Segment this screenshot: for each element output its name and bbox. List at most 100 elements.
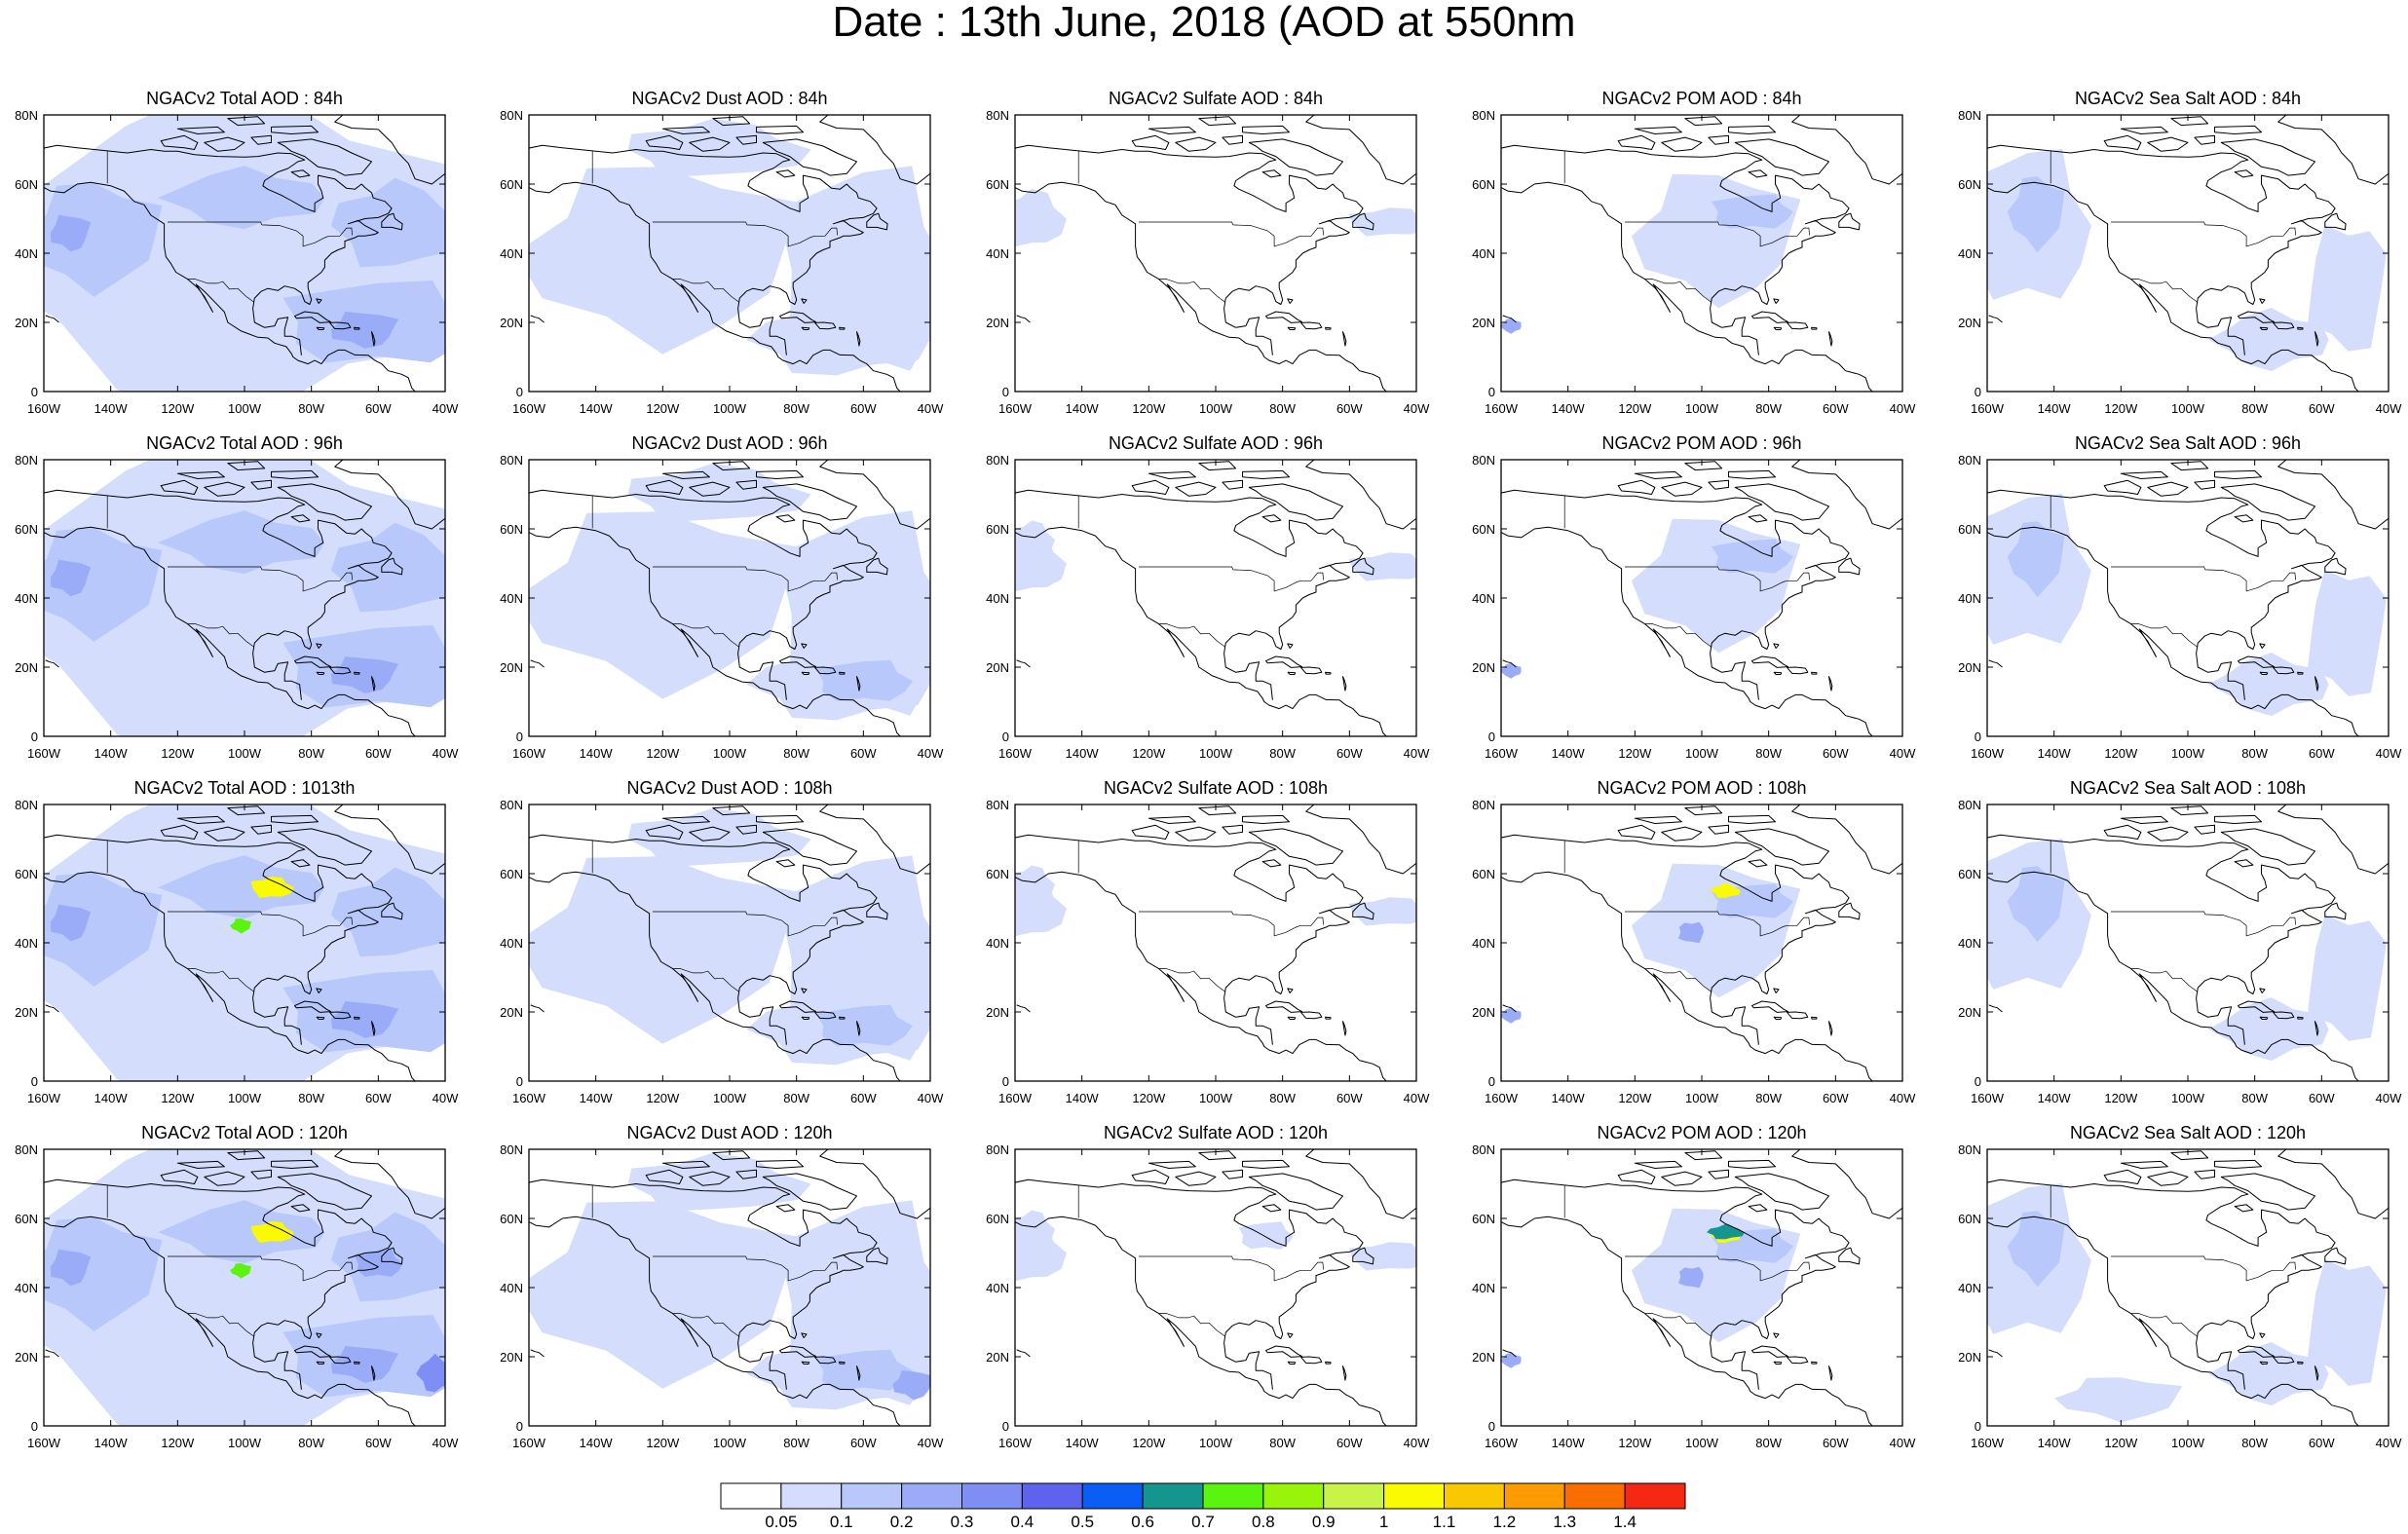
coastline: [1222, 824, 1243, 835]
x-tick-label: 100W: [713, 1436, 747, 1450]
map-plot: 160W 140W 120W 100W 80W 60W 40W 0 20N 40N 60N 80N: [986, 798, 1430, 1105]
x-tick-label: 160W: [998, 746, 1033, 761]
coastline: [856, 676, 861, 692]
x-tick-label: 80W: [783, 1436, 809, 1450]
country-border: [2130, 623, 2198, 648]
coastline: [381, 212, 403, 231]
coastline: [1352, 557, 1374, 576]
coastline: [2324, 212, 2347, 231]
x-tick-label: 80W: [298, 401, 324, 416]
coastline: [1811, 1016, 1818, 1020]
panel-title: NGACv2 POM AOD : 96h: [1601, 433, 1802, 453]
coastline: [774, 804, 832, 805]
aod-contour: [2007, 176, 2065, 253]
country-border: [1625, 221, 1810, 247]
map-panel: NGACv2 Total AOD : 96h 160W 140W 120W 100W 80…: [0, 432, 484, 775]
coastline: [2297, 1361, 2304, 1365]
coastline: [1748, 514, 1768, 523]
x-tick-label: 140W: [580, 1436, 614, 1450]
coastline: [2233, 804, 2290, 805]
country-border: [1644, 1313, 1712, 1337]
x-tick-label: 160W: [998, 401, 1033, 416]
y-tick-label: 60N: [15, 522, 38, 537]
x-tick-label: 140W: [580, 1091, 614, 1105]
x-tick-label: 160W: [998, 1091, 1033, 1105]
y-tick-label: 80N: [500, 453, 523, 468]
aod-contour: [892, 1370, 930, 1401]
coastline: [2297, 671, 2304, 675]
y-tick-label: 20N: [1472, 1350, 1495, 1365]
coastline: [271, 1159, 319, 1169]
y-tick-label: 60N: [1958, 1212, 1981, 1226]
coastline: [1617, 1169, 1656, 1184]
country-border: [1139, 221, 1324, 247]
coastline: [1016, 659, 1031, 668]
y-tick-label: 80N: [1472, 1142, 1495, 1157]
country-border: [1158, 623, 1225, 648]
x-tick-label: 100W: [713, 746, 747, 761]
x-tick-label: 160W: [1971, 1436, 2005, 1450]
coastline: [277, 483, 372, 521]
y-tick-label: 60N: [500, 867, 523, 881]
coastline: [2238, 1000, 2276, 1013]
y-tick-label: 80N: [1472, 798, 1495, 812]
x-tick-label: 80W: [1269, 746, 1296, 761]
coastline: [2120, 470, 2168, 479]
coastline: [1791, 804, 1902, 875]
coastline: [294, 655, 332, 668]
coastline: [1222, 134, 1243, 145]
coastline: [866, 557, 888, 576]
coastline: [2314, 676, 2319, 692]
coastline: [1342, 1021, 1347, 1036]
x-tick-label: 140W: [1552, 1436, 1586, 1450]
coastline: [1501, 871, 1873, 1081]
x-tick-label: 120W: [2104, 401, 2138, 416]
country-border: [1139, 1255, 1324, 1282]
map-panel: NGACv2 Sulfate AOD : 96h 160W 140W 120W 100W…: [971, 432, 1455, 775]
x-tick-label: 40W: [433, 1091, 459, 1105]
coastline: [839, 1361, 846, 1365]
coastline: [2233, 460, 2290, 461]
country-border: [1644, 279, 1712, 303]
coastline: [2277, 804, 2389, 875]
coastline: [2234, 1204, 2254, 1213]
coastline: [1748, 1204, 1768, 1213]
coastline: [2120, 126, 2168, 134]
coastline: [1661, 136, 1703, 152]
y-tick-label: 20N: [986, 1005, 1009, 1020]
x-tick-label: 80W: [1269, 1436, 1296, 1450]
map-panel: NGACv2 POM AOD : 108h 160W 140W 120W 100W 80W…: [1457, 777, 1941, 1120]
coastline: [762, 138, 857, 176]
coastline: [44, 1179, 393, 1390]
coastline: [1787, 1356, 1809, 1365]
coastline: [176, 126, 225, 134]
colorbar-swatch: [1142, 1482, 1204, 1510]
x-tick-label: 160W: [1485, 1436, 1519, 1450]
coastline: [2297, 1016, 2304, 1020]
coastline: [45, 1349, 59, 1358]
x-tick-label: 40W: [1404, 1436, 1430, 1450]
coastline: [45, 1004, 59, 1013]
coastline: [1838, 1247, 1861, 1265]
coastline: [1634, 470, 1682, 479]
aod-contour: [1348, 207, 1416, 237]
country-border: [1139, 566, 1324, 592]
x-tick-label: 160W: [27, 1091, 61, 1105]
coastline: [689, 136, 731, 152]
panel-title: NGACv2 Sulfate AOD : 120h: [1103, 1123, 1329, 1142]
y-tick-label: 80N: [500, 798, 523, 812]
y-tick-label: 80N: [1958, 108, 1981, 123]
coastline: [289, 804, 347, 805]
y-tick-label: 40N: [15, 246, 38, 261]
colorbar-swatch: [1202, 1482, 1264, 1510]
coastline: [204, 136, 245, 152]
x-tick-label: 140W: [94, 746, 129, 761]
coastline: [1131, 1169, 1170, 1184]
colorbar-label: 0.9: [1312, 1513, 1336, 1529]
y-tick-label: 0: [1975, 1074, 1981, 1089]
coastline: [1634, 126, 1682, 134]
aod-contour: [529, 511, 800, 699]
coastline: [2273, 666, 2295, 675]
map-plot: 160W 140W 120W 100W 80W 60W 40W 0 20N 40N 60N 80N: [1958, 798, 2402, 1105]
x-tick-label: 40W: [918, 1091, 944, 1105]
